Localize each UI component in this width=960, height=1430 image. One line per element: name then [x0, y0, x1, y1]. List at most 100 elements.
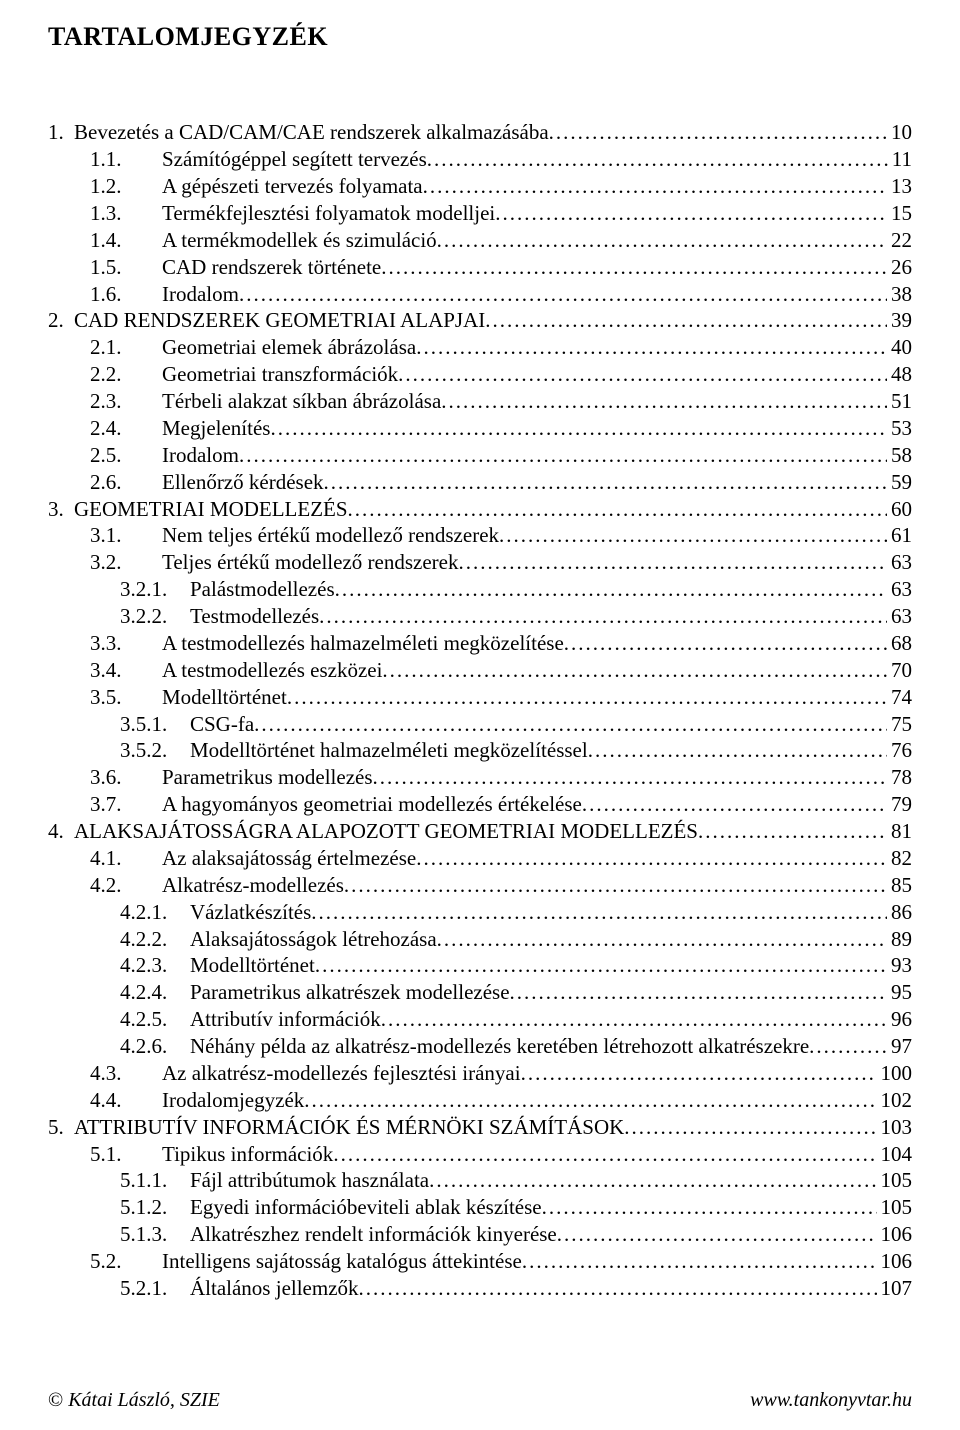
toc-text: Attributív információk	[190, 1007, 381, 1031]
toc-leader-dots	[437, 926, 887, 953]
toc-text: Irodalom	[162, 443, 239, 467]
toc-entry: 2.4.Megjelenítés 53	[48, 415, 912, 442]
toc-label: 1.5.CAD rendszerek története	[90, 254, 381, 281]
toc-container: 1.Bevezetés a CAD/CAM/CAE rendszerek alk…	[48, 119, 912, 1302]
toc-entry: 5.2.Intelligens sajátosság katalógus átt…	[48, 1248, 912, 1275]
toc-number: 2.	[48, 307, 74, 334]
toc-label: 4.2.2.Alaksajátosságok létrehozása	[120, 926, 437, 953]
toc-number: 4.2.6.	[120, 1033, 190, 1060]
toc-number: 3.1.	[90, 522, 162, 549]
toc-entry: 4.2.Alkatrész-modellezés 85	[48, 872, 912, 899]
toc-entry: 3.2.2.Testmodellezés 63	[48, 603, 912, 630]
toc-leader-dots	[557, 1221, 877, 1248]
toc-text: Alaksajátosságok létrehozása	[190, 927, 437, 951]
toc-number: 5.1.2.	[120, 1194, 190, 1221]
toc-page-number: 107	[877, 1275, 913, 1302]
toc-entry: 1.2.A gépészeti tervezés folyamata 13	[48, 173, 912, 200]
toc-entry: 1.6.Irodalom 38	[48, 281, 912, 308]
toc-number: 2.5.	[90, 442, 162, 469]
toc-label: 3.2.1.Palástmodellezés	[120, 576, 335, 603]
toc-entry: 5.1.Tipikus információk 104	[48, 1141, 912, 1168]
toc-page-number: 63	[887, 549, 912, 576]
toc-number: 4.4.	[90, 1087, 162, 1114]
toc-page-number: 40	[887, 334, 912, 361]
footer-right: www.tankonyvtar.hu	[750, 1388, 912, 1414]
toc-label: 3.GEOMETRIAI MODELLEZÉS	[48, 496, 348, 523]
toc-text: Az alkatrész-modellezés fejlesztési irán…	[162, 1061, 521, 1085]
toc-leader-dots	[254, 711, 887, 738]
toc-text: Vázlatkészítés	[190, 900, 311, 924]
toc-page-number: 70	[887, 657, 912, 684]
toc-entry: 4.2.4.Parametrikus alkatrészek modellezé…	[48, 979, 912, 1006]
toc-text: Intelligens sajátosság katalógus áttekin…	[162, 1249, 522, 1273]
toc-label: 4.4.Irodalomjegyzék	[90, 1087, 304, 1114]
toc-number: 4.2.2.	[120, 926, 190, 953]
toc-leader-dots	[521, 1060, 877, 1087]
toc-label: 2.1.Geometriai elemek ábrázolása	[90, 334, 416, 361]
toc-page-number: 63	[887, 576, 912, 603]
toc-page-number: 10	[887, 119, 912, 146]
toc-number: 4.2.	[90, 872, 162, 899]
toc-entry: 5.1.2.Egyedi információbeviteli ablak ké…	[48, 1194, 912, 1221]
toc-page-number: 74	[887, 684, 912, 711]
toc-leader-dots	[304, 1087, 876, 1114]
toc-entry: 4.ALAKSAJÁTOSSÁGRA ALAPOZOTT GEOMETRIAI …	[48, 818, 912, 845]
toc-number: 3.4.	[90, 657, 162, 684]
toc-leader-dots	[239, 442, 887, 469]
toc-text: Alkatrész-modellezés	[162, 873, 344, 897]
toc-text: Alkatrészhez rendelt információk kinyeré…	[190, 1222, 557, 1246]
toc-leader-dots	[373, 764, 887, 791]
toc-label: 3.5.Modelltörténet	[90, 684, 287, 711]
toc-leader-dots	[495, 200, 887, 227]
toc-entry: 3.2.1.Palástmodellezés 63	[48, 576, 912, 603]
toc-text: ATTRIBUTÍV INFORMÁCIÓK ÉS MÉRNÖKI SZÁMÍT…	[74, 1115, 624, 1139]
toc-text: Nem teljes értékű modellező rendszerek	[162, 523, 499, 547]
toc-text: Ellenőrző kérdések	[162, 470, 324, 494]
toc-number: 5.	[48, 1114, 74, 1141]
toc-leader-dots	[319, 603, 887, 630]
toc-text: Geometriai transzformációk	[162, 362, 398, 386]
toc-number: 4.2.5.	[120, 1006, 190, 1033]
copyright-symbol: ©	[48, 1389, 63, 1411]
toc-number: 3.2.1.	[120, 576, 190, 603]
toc-text: Modelltörténet	[162, 685, 287, 709]
toc-leader-dots	[333, 1141, 876, 1168]
toc-label: 1.2.A gépészeti tervezés folyamata	[90, 173, 423, 200]
toc-leader-dots	[315, 952, 887, 979]
toc-number: 1.	[48, 119, 74, 146]
toc-label: 5.1.Tipikus információk	[90, 1141, 333, 1168]
toc-entry: 3.GEOMETRIAI MODELLEZÉS 60	[48, 496, 912, 523]
toc-leader-dots	[270, 415, 887, 442]
toc-page-number: 61	[887, 522, 912, 549]
toc-text: Fájl attribútumok használata	[190, 1168, 429, 1192]
toc-number: 4.1.	[90, 845, 162, 872]
toc-leader-dots	[359, 1275, 877, 1302]
toc-page-number: 63	[887, 603, 912, 630]
toc-leader-dots	[381, 254, 887, 281]
toc-number: 4.	[48, 818, 74, 845]
toc-page-number: 86	[887, 899, 912, 926]
toc-text: A testmodellezés eszközei	[162, 658, 382, 682]
toc-text: Egyedi információbeviteli ablak készítés…	[190, 1195, 542, 1219]
toc-entry: 5.ATTRIBUTÍV INFORMÁCIÓK ÉS MÉRNÖKI SZÁM…	[48, 1114, 912, 1141]
toc-leader-dots	[344, 872, 887, 899]
toc-page-number: 59	[887, 469, 912, 496]
toc-label: 4.3.Az alkatrész-modellezés fejlesztési …	[90, 1060, 521, 1087]
toc-number: 3.7.	[90, 791, 162, 818]
toc-page-number: 104	[877, 1141, 913, 1168]
toc-leader-dots	[624, 1114, 876, 1141]
spacer	[48, 93, 912, 119]
toc-leader-dots	[287, 684, 887, 711]
toc-label: 3.4.A testmodellezés eszközei	[90, 657, 382, 684]
toc-entry: 2.1.Geometriai elemek ábrázolása 40	[48, 334, 912, 361]
toc-leader-dots	[809, 1033, 887, 1060]
toc-page-number: 97	[887, 1033, 912, 1060]
toc-leader-dots	[549, 119, 887, 146]
toc-number: 3.	[48, 496, 74, 523]
toc-leader-dots	[239, 281, 887, 308]
toc-page-number: 76	[887, 737, 912, 764]
toc-page-number: 48	[887, 361, 912, 388]
toc-entry: 3.5.Modelltörténet 74	[48, 684, 912, 711]
toc-number: 1.4.	[90, 227, 162, 254]
toc-number: 1.2.	[90, 173, 162, 200]
